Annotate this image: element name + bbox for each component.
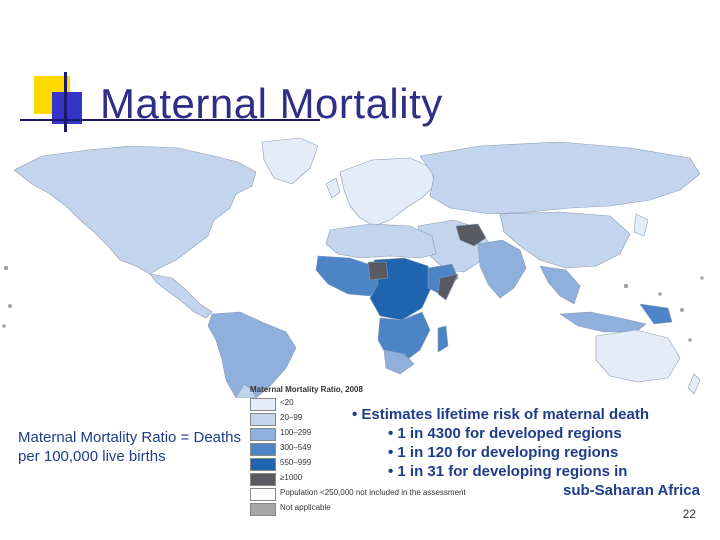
map-island	[658, 292, 662, 296]
page-number: 22	[682, 507, 696, 521]
maternal-mortality-ratio-definition: Maternal Mortality Ratio = Deaths per 10…	[18, 429, 242, 465]
map-region-papua	[639, 303, 673, 325]
map-region-madagascar	[437, 325, 449, 353]
map-region-somalia	[437, 273, 459, 301]
map-region-east-asia	[499, 211, 631, 269]
map-region-south-asia	[477, 239, 527, 299]
map-region-australia	[595, 329, 681, 383]
legend-swatch	[250, 473, 276, 486]
map-region-south-america-south	[235, 383, 257, 398]
map-region-south-america	[207, 311, 297, 398]
bullet-main: • Estimates lifetime risk of maternal de…	[352, 406, 650, 423]
legend-item: 20–99	[248, 411, 418, 426]
map-region-north-america	[13, 145, 257, 275]
map-island	[700, 276, 704, 280]
map-region-central-america	[149, 273, 213, 319]
slide-title: Maternal Mortality	[100, 80, 443, 127]
legend-label: <20	[280, 398, 294, 407]
map-island	[2, 324, 6, 328]
legend-item: <20	[248, 396, 418, 411]
map-region-southern-africa	[377, 311, 431, 363]
map-region-west-africa	[315, 255, 381, 297]
legend-label: Not applicable	[280, 503, 331, 512]
legend-label: Population <250,000 not included in the …	[280, 488, 466, 497]
map-region-new-zealand	[687, 373, 701, 395]
bullet-sub-saharan-continuation: sub-Saharan Africa	[563, 482, 700, 499]
legend-title: Maternal Mortality Ratio, 2008	[250, 385, 363, 394]
legend-swatch	[250, 398, 276, 411]
map-region-south-africa	[383, 349, 415, 375]
bullet-sub-saharan: • 1 in 31 for developing regions in	[388, 463, 628, 480]
legend-swatch	[250, 458, 276, 471]
map-legend: Maternal Mortality Ratio, 2008 <20 20–99…	[248, 385, 466, 516]
legend-item: 300–549	[248, 441, 418, 456]
decoration-vertical-line	[64, 72, 67, 132]
map-island	[7, 303, 13, 309]
legend-swatch	[250, 503, 276, 516]
map-region-indonesia	[559, 311, 647, 333]
map-region-japan	[633, 213, 649, 237]
legend-item: 550–999	[248, 456, 418, 471]
map-region-chad	[367, 261, 389, 281]
map-region-afghanistan	[455, 223, 487, 247]
legend-swatch	[250, 428, 276, 441]
map-region-europe	[339, 157, 435, 227]
lifetime-risk-bullets: • Estimates lifetime risk of maternal de…	[340, 405, 712, 500]
map-region-uk	[325, 177, 341, 199]
legend-swatch	[250, 443, 276, 456]
bullet-developed: • 1 in 4300 for developed regions	[388, 425, 622, 442]
bullet-developing: • 1 in 120 for developing regions	[388, 444, 619, 461]
legend-label: ≥1000	[280, 473, 303, 482]
legend-item: Population <250,000 not included in the …	[248, 486, 466, 501]
decoration-blue-square	[52, 92, 82, 124]
legend-label: 550–999	[280, 458, 312, 467]
decoration-horizontal-line	[20, 119, 320, 121]
legend-item: ≥1000	[248, 471, 418, 486]
map-island	[3, 265, 9, 271]
map-island	[623, 283, 629, 289]
legend-label: 100–299	[280, 428, 312, 437]
legend-swatch	[250, 488, 276, 501]
map-region-southeast-asia	[539, 265, 581, 305]
legend-label: 300–549	[280, 443, 312, 452]
legend-swatch	[250, 413, 276, 426]
legend-label: 20–99	[280, 413, 303, 422]
map-region-greenland	[261, 137, 319, 185]
map-island	[679, 307, 685, 313]
map-region-north-asia	[419, 141, 701, 215]
legend-item: Not applicable	[248, 501, 418, 516]
map-region-north-africa	[325, 223, 437, 259]
map-island	[688, 338, 692, 342]
legend-item: 100–299	[248, 426, 418, 441]
world-map	[2, 137, 704, 398]
